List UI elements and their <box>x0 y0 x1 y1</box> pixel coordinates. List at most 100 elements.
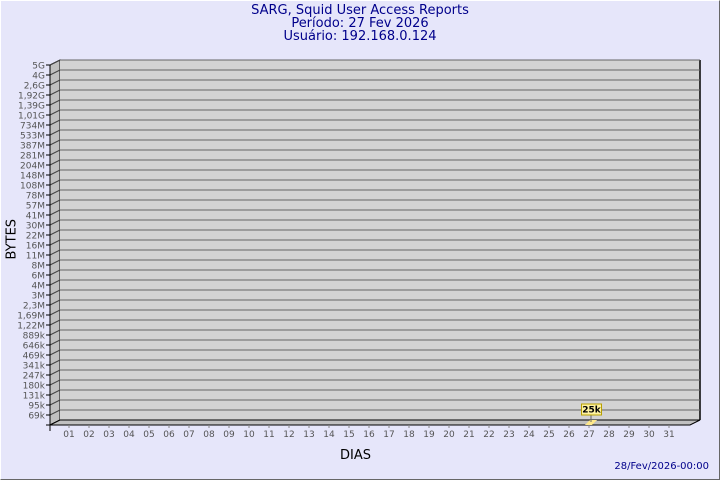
y-tick-label: 69k <box>28 412 45 422</box>
y-tick-label: 4G <box>32 72 45 82</box>
y-grid-side <box>49 99 61 106</box>
x-tick-label: 13 <box>303 430 314 440</box>
y-tick-label: 180k <box>23 382 46 392</box>
x-tick-label: 15 <box>343 430 354 440</box>
y-tick-label: 22M <box>26 232 45 242</box>
x-tick-label: 17 <box>383 430 394 440</box>
x-tick-label: 14 <box>323 430 335 440</box>
y-grid-side <box>49 159 61 166</box>
y-grid-side <box>49 279 61 286</box>
x-tick-label: 11 <box>263 430 274 440</box>
y-tick-label: 3M <box>32 292 46 302</box>
x-axis-label: DIAS <box>340 448 371 463</box>
y-grid-side <box>49 179 61 186</box>
y-grid-side <box>49 199 61 206</box>
x-tick-label: 04 <box>123 430 135 440</box>
y-axis-label: BYTES <box>4 218 20 260</box>
y-grid-side <box>49 89 61 96</box>
y-tick-label: 57M <box>26 202 45 212</box>
y-grid-side <box>49 209 61 216</box>
y-tick-label: 1,69M <box>17 312 45 322</box>
y-grid-side <box>49 129 61 136</box>
footer-timestamp: 28/Fev/2026-00:00 <box>614 461 709 472</box>
y-grid-side <box>49 229 61 236</box>
y-tick-label: 11M <box>26 252 45 262</box>
y-tick-label: 5G <box>32 62 45 72</box>
bar-day-27 <box>585 420 597 425</box>
x-tick-label: 21 <box>463 430 474 440</box>
y-tick-label: 78M <box>26 192 45 202</box>
y-grid-side <box>49 349 61 356</box>
x-tick-label: 03 <box>103 430 114 440</box>
y-grid-side <box>49 399 61 406</box>
y-tick-label: 2,6G <box>24 82 45 92</box>
y-grid-side <box>49 339 61 346</box>
y-tick-label: 533M <box>20 132 45 142</box>
x-tick-label: 08 <box>203 430 215 440</box>
y-grid-side <box>49 329 61 336</box>
y-grid-side <box>49 249 61 256</box>
y-tick-label: 341k <box>23 362 46 372</box>
y-grid-side <box>49 379 61 386</box>
y-grid-side <box>49 119 61 126</box>
x-tick-label: 16 <box>363 430 375 440</box>
y-tick-label: 387M <box>20 142 45 152</box>
y-grid-side <box>49 389 61 396</box>
x-tick-label: 28 <box>603 430 615 440</box>
y-tick-label: 646k <box>23 342 46 352</box>
y-grid-side <box>49 409 61 416</box>
y-tick-label: 1,01G <box>18 112 45 122</box>
y-tick-label: 108M <box>20 182 45 192</box>
x-tick-label: 27 <box>583 430 594 440</box>
plot-floor <box>49 419 701 426</box>
y-tick-label: 204M <box>20 162 45 172</box>
y-tick-label: 469k <box>23 352 46 362</box>
y-grid-side <box>49 239 61 246</box>
x-tick-label: 12 <box>283 430 294 440</box>
x-tick-label: 06 <box>163 430 175 440</box>
y-tick-label: 16M <box>26 242 45 252</box>
y-grid-side <box>49 289 61 296</box>
y-tick-label: 41M <box>26 212 45 222</box>
y-grid-side <box>49 109 61 116</box>
bar-value-label: 25k <box>582 406 602 416</box>
y-tick-label: 6M <box>32 272 46 282</box>
y-grid-side <box>49 359 61 366</box>
x-tick-label: 18 <box>403 430 415 440</box>
y-tick-label: 1,39G <box>18 102 45 112</box>
y-tick-label: 8M <box>32 262 46 272</box>
y-grid-side <box>49 169 61 176</box>
y-tick-label: 95k <box>28 402 45 412</box>
x-tick-label: 24 <box>523 430 535 440</box>
y-grid-side <box>49 299 61 306</box>
x-tick-label: 07 <box>183 430 194 440</box>
y-grid-side <box>49 139 61 146</box>
x-tick-label: 31 <box>663 430 674 440</box>
x-tick-label: 05 <box>143 430 154 440</box>
y-grid-side <box>49 369 61 376</box>
x-tick-label: 09 <box>223 430 235 440</box>
y-tick-label: 30M <box>26 222 45 232</box>
y-grid-side <box>49 149 61 156</box>
y-grid-side <box>49 59 61 66</box>
y-tick-label: 889k <box>23 332 46 342</box>
chart-subtitle-period: Período: 27 Fev 2026 <box>291 16 429 31</box>
y-tick-label: 2,3M <box>23 302 45 312</box>
x-tick-label: 26 <box>563 430 575 440</box>
y-tick-label: 131k <box>23 392 46 402</box>
x-tick-label: 29 <box>623 430 635 440</box>
y-grid-side <box>49 259 61 266</box>
x-tick-label: 22 <box>483 430 494 440</box>
y-grid-side <box>49 319 61 326</box>
y-tick-label: 1,92G <box>18 92 45 102</box>
bar-label-box <box>581 403 602 416</box>
x-tick-label: 02 <box>83 430 94 440</box>
x-tick-label: 10 <box>243 430 255 440</box>
y-grid-side <box>49 219 61 226</box>
y-grid-side <box>49 269 61 276</box>
y-tick-label: 247k <box>23 372 46 382</box>
y-grid-side <box>49 69 61 76</box>
y-grid-side <box>49 189 61 196</box>
y-grid-side <box>49 79 61 86</box>
